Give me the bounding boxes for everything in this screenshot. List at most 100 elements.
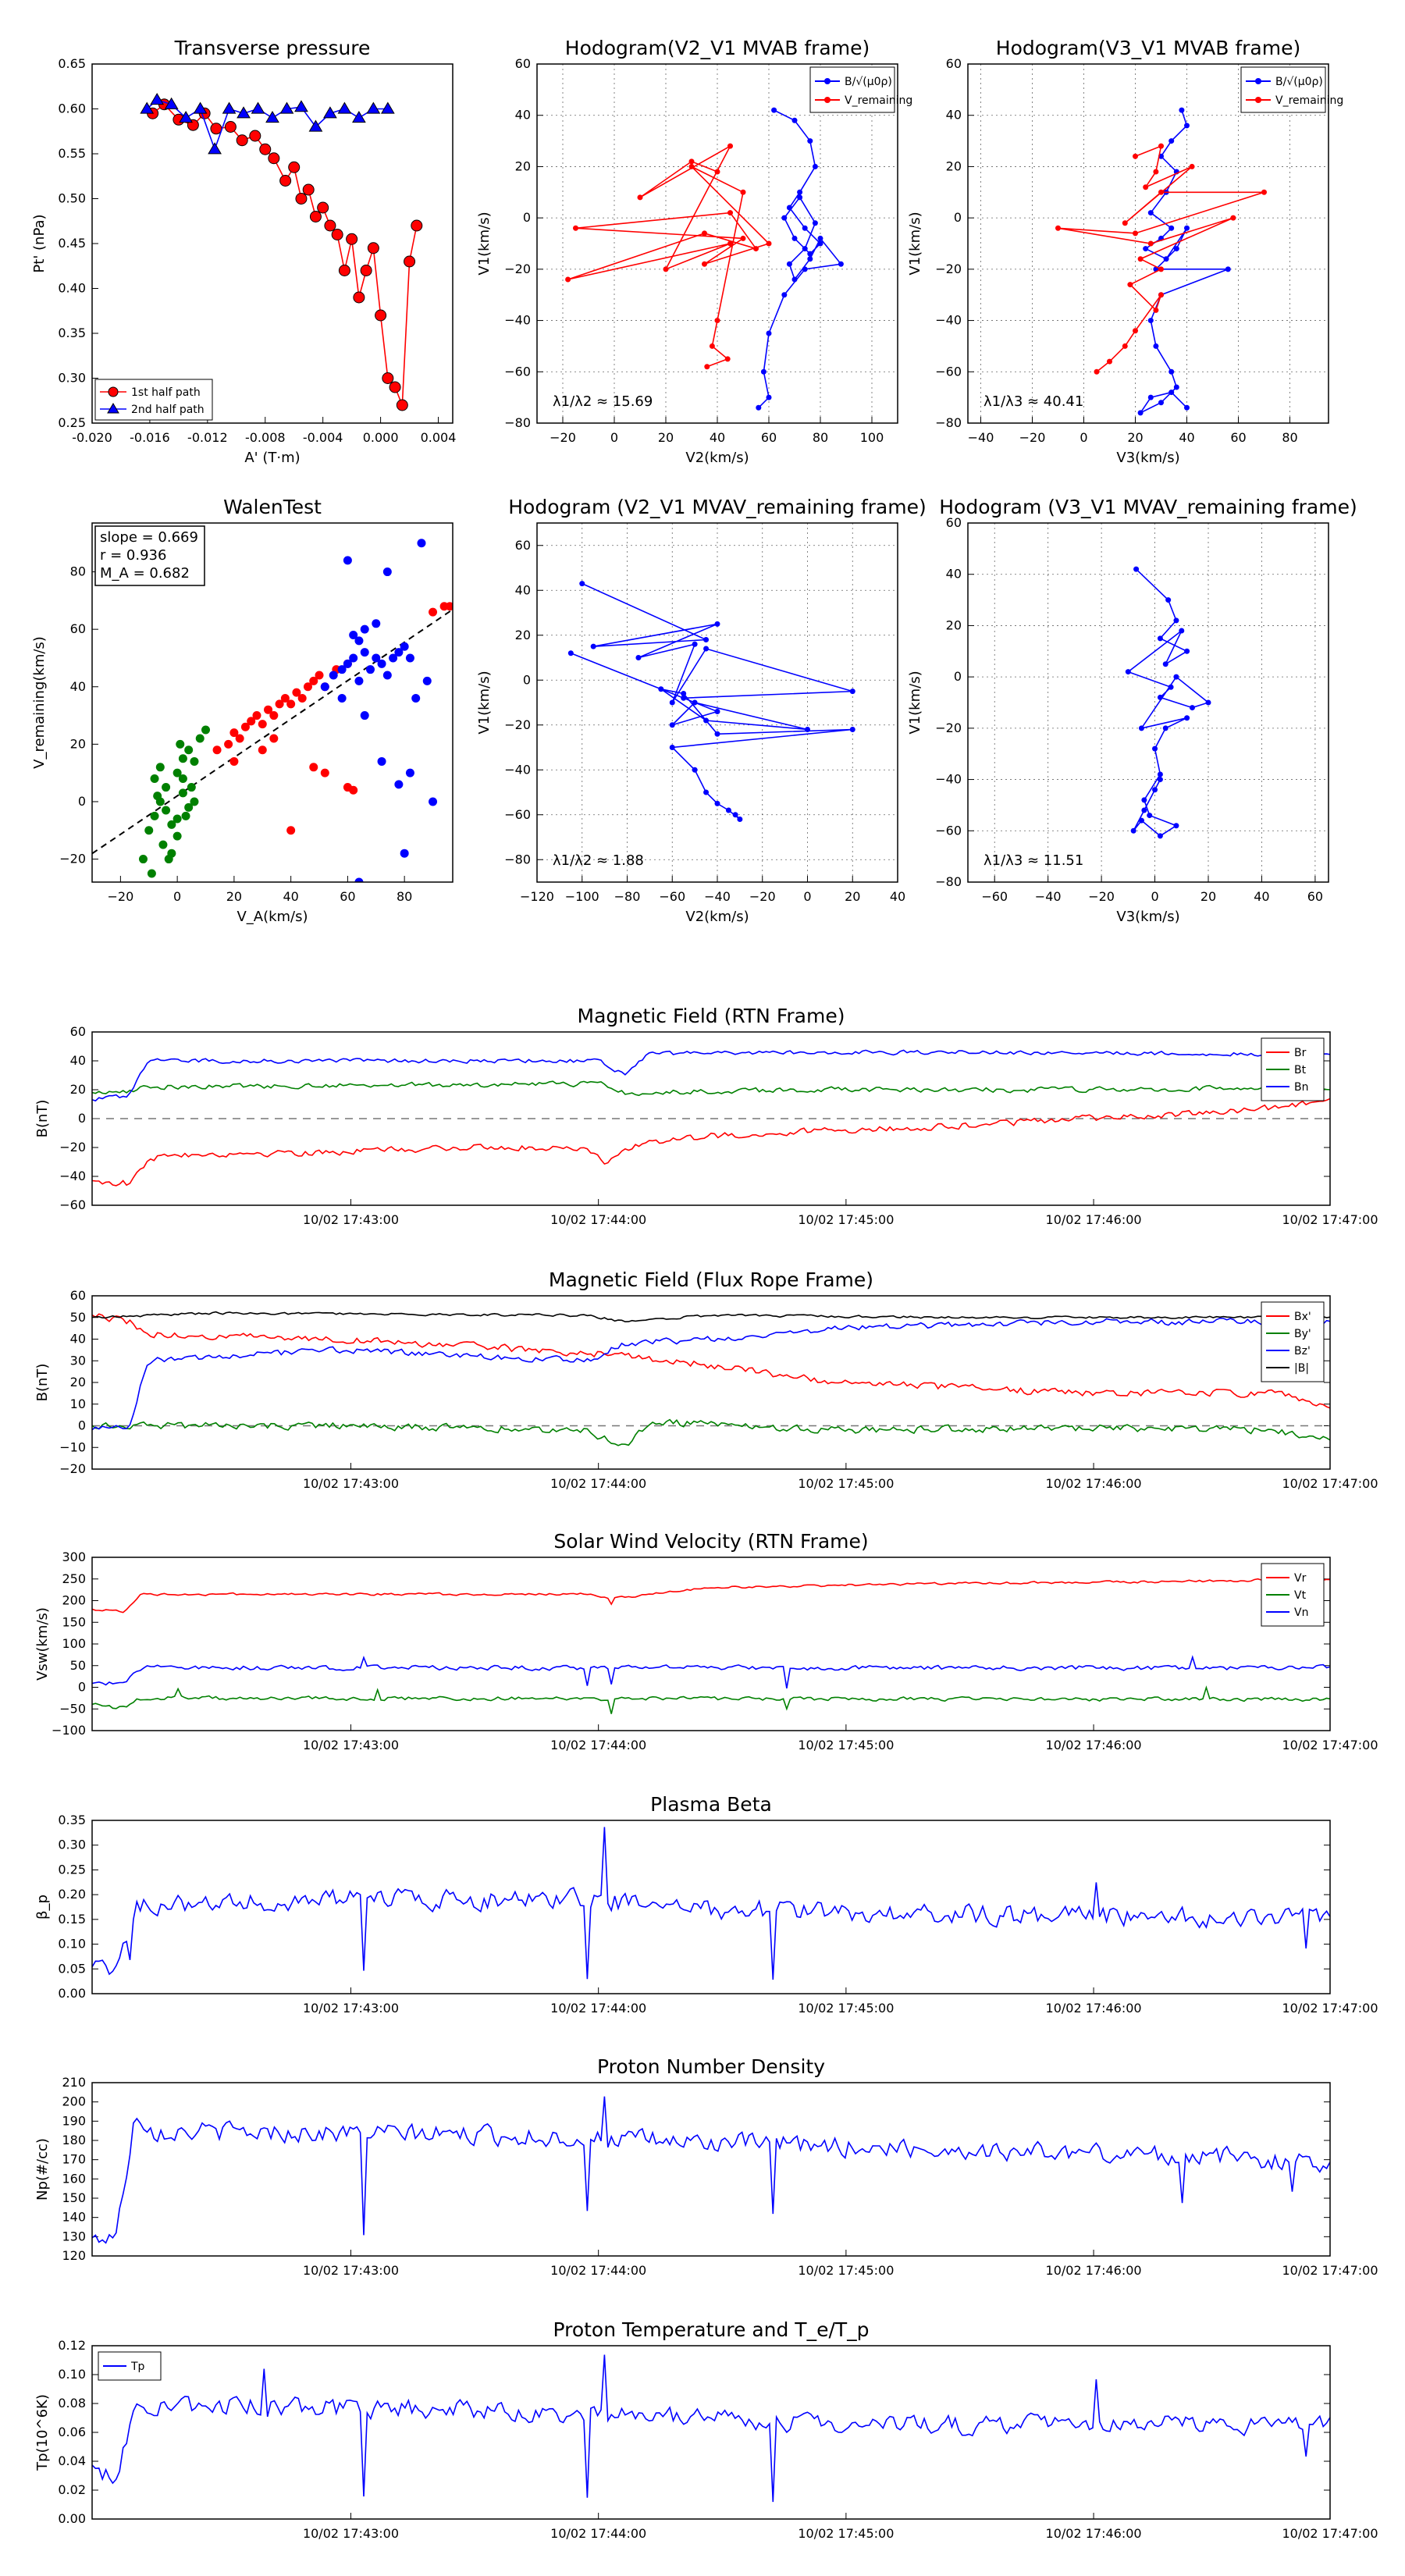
data-point	[727, 143, 733, 149]
x-tick-label: -0.004	[303, 430, 343, 445]
y-tick-label: 20	[515, 158, 531, 173]
legend-label: B/√(μ0ρ)	[845, 76, 892, 88]
data-point	[797, 194, 803, 201]
x-tick-label: 10/02 17:43:00	[303, 2526, 399, 2541]
y-axis-label: B(nT)	[34, 1100, 51, 1138]
data-point	[1184, 648, 1190, 654]
y-tick-label: 0.65	[58, 56, 86, 71]
y-tick-label: 0.35	[58, 326, 86, 340]
data-point	[1147, 394, 1154, 400]
data-point	[229, 756, 239, 766]
legend-label: B/√(μ0ρ)	[1275, 76, 1323, 88]
y-tick-label: 30	[70, 1353, 86, 1368]
data-point	[838, 261, 844, 267]
data-point	[688, 158, 695, 165]
legend-marker	[1255, 97, 1261, 103]
data-point	[389, 653, 398, 663]
y-tick-label: 140	[62, 2210, 86, 2225]
data-point	[366, 665, 375, 674]
beta-chart: 0.00 0.05 0.10 0.15 0.20 0.25 0.30 0.35 10/02 17…	[34, 1793, 1378, 2016]
y-tick-label: −80	[935, 415, 962, 430]
data-point	[308, 119, 323, 132]
data-point	[1127, 282, 1133, 288]
data-point	[210, 123, 222, 135]
data-point	[208, 142, 222, 155]
plot-area	[92, 539, 453, 882]
series-line	[92, 1827, 1330, 1980]
data-point	[1184, 715, 1190, 721]
data-point	[1158, 400, 1164, 406]
x-tick-label: 40	[1254, 889, 1269, 904]
data-point	[303, 682, 312, 692]
x-tick-label: 10/02 17:44:00	[550, 2263, 646, 2278]
data-point	[714, 621, 720, 627]
data-point	[329, 671, 338, 680]
data-point	[1158, 189, 1164, 195]
x-axis-label: A' (T·m)	[244, 450, 300, 466]
x-tick-label: −20	[1088, 889, 1115, 904]
data-point	[1168, 138, 1175, 144]
plot-frame	[91, 1557, 1331, 1731]
x-tick-label: −20	[1019, 430, 1046, 445]
data-point	[805, 727, 810, 732]
data-point	[1152, 745, 1158, 752]
legend-label: Bn	[1294, 1081, 1308, 1094]
data-point	[288, 161, 301, 173]
y-tick-label: 40	[70, 679, 86, 694]
data-point	[590, 643, 596, 649]
x-tick-label: −20	[107, 889, 133, 904]
data-point	[417, 539, 426, 548]
data-point	[1163, 256, 1169, 262]
data-point	[190, 797, 199, 806]
data-point	[150, 774, 159, 784]
data-point	[150, 93, 165, 105]
x-tick-label: 10/02 17:47:00	[1282, 2263, 1378, 2278]
data-point	[184, 745, 194, 755]
chart-title: Proton Number Density	[597, 2055, 825, 2078]
series-line	[92, 1311, 1330, 1323]
data-point	[240, 722, 250, 731]
data-point	[703, 637, 710, 642]
x-tick-label: 0.004	[421, 430, 457, 445]
x-tick-label: 10/02 17:44:00	[550, 1738, 646, 1752]
data-point	[791, 117, 798, 123]
data-point	[162, 806, 171, 815]
data-point	[286, 826, 296, 835]
x-tick-label: 40	[710, 430, 725, 445]
legend-marker	[1255, 78, 1261, 84]
data-point	[297, 693, 307, 703]
data-point	[781, 215, 788, 221]
data-point	[309, 211, 322, 222]
y-axis-label: B(nT)	[34, 1364, 51, 1402]
plot-area	[567, 581, 855, 822]
data-point	[760, 368, 767, 375]
data-point	[405, 653, 414, 663]
data-point	[201, 725, 211, 735]
x-tick-label: 0	[610, 430, 618, 445]
y-tick-label: 100	[62, 1636, 86, 1651]
data-point	[445, 602, 453, 611]
y-tick-label: −20	[59, 1140, 86, 1155]
data-point	[727, 240, 733, 247]
y-tick-label: 20	[515, 628, 531, 642]
data-point	[802, 266, 808, 272]
data-point	[162, 783, 171, 792]
data-point	[756, 404, 762, 411]
data-point	[1107, 358, 1112, 365]
data-point	[268, 152, 280, 165]
x-tick-label: 10/02 17:44:00	[550, 2526, 646, 2541]
data-point	[740, 235, 746, 241]
data-point	[236, 134, 248, 147]
y-axis-label: V1(km/s)	[907, 212, 923, 275]
x-tick-label: 0	[1151, 889, 1158, 904]
data-point	[1165, 597, 1172, 603]
plot-frame	[91, 522, 454, 883]
plot-frame	[91, 1031, 1331, 1206]
y-tick-label: 0	[78, 1680, 86, 1695]
y-tick-label: 20	[946, 617, 962, 632]
y-tick-label: 0.08	[58, 2396, 86, 2411]
x-tick-label: 0.000	[363, 430, 399, 445]
data-point	[372, 619, 381, 628]
x-tick-label: 10/02 17:45:00	[798, 2263, 894, 2278]
